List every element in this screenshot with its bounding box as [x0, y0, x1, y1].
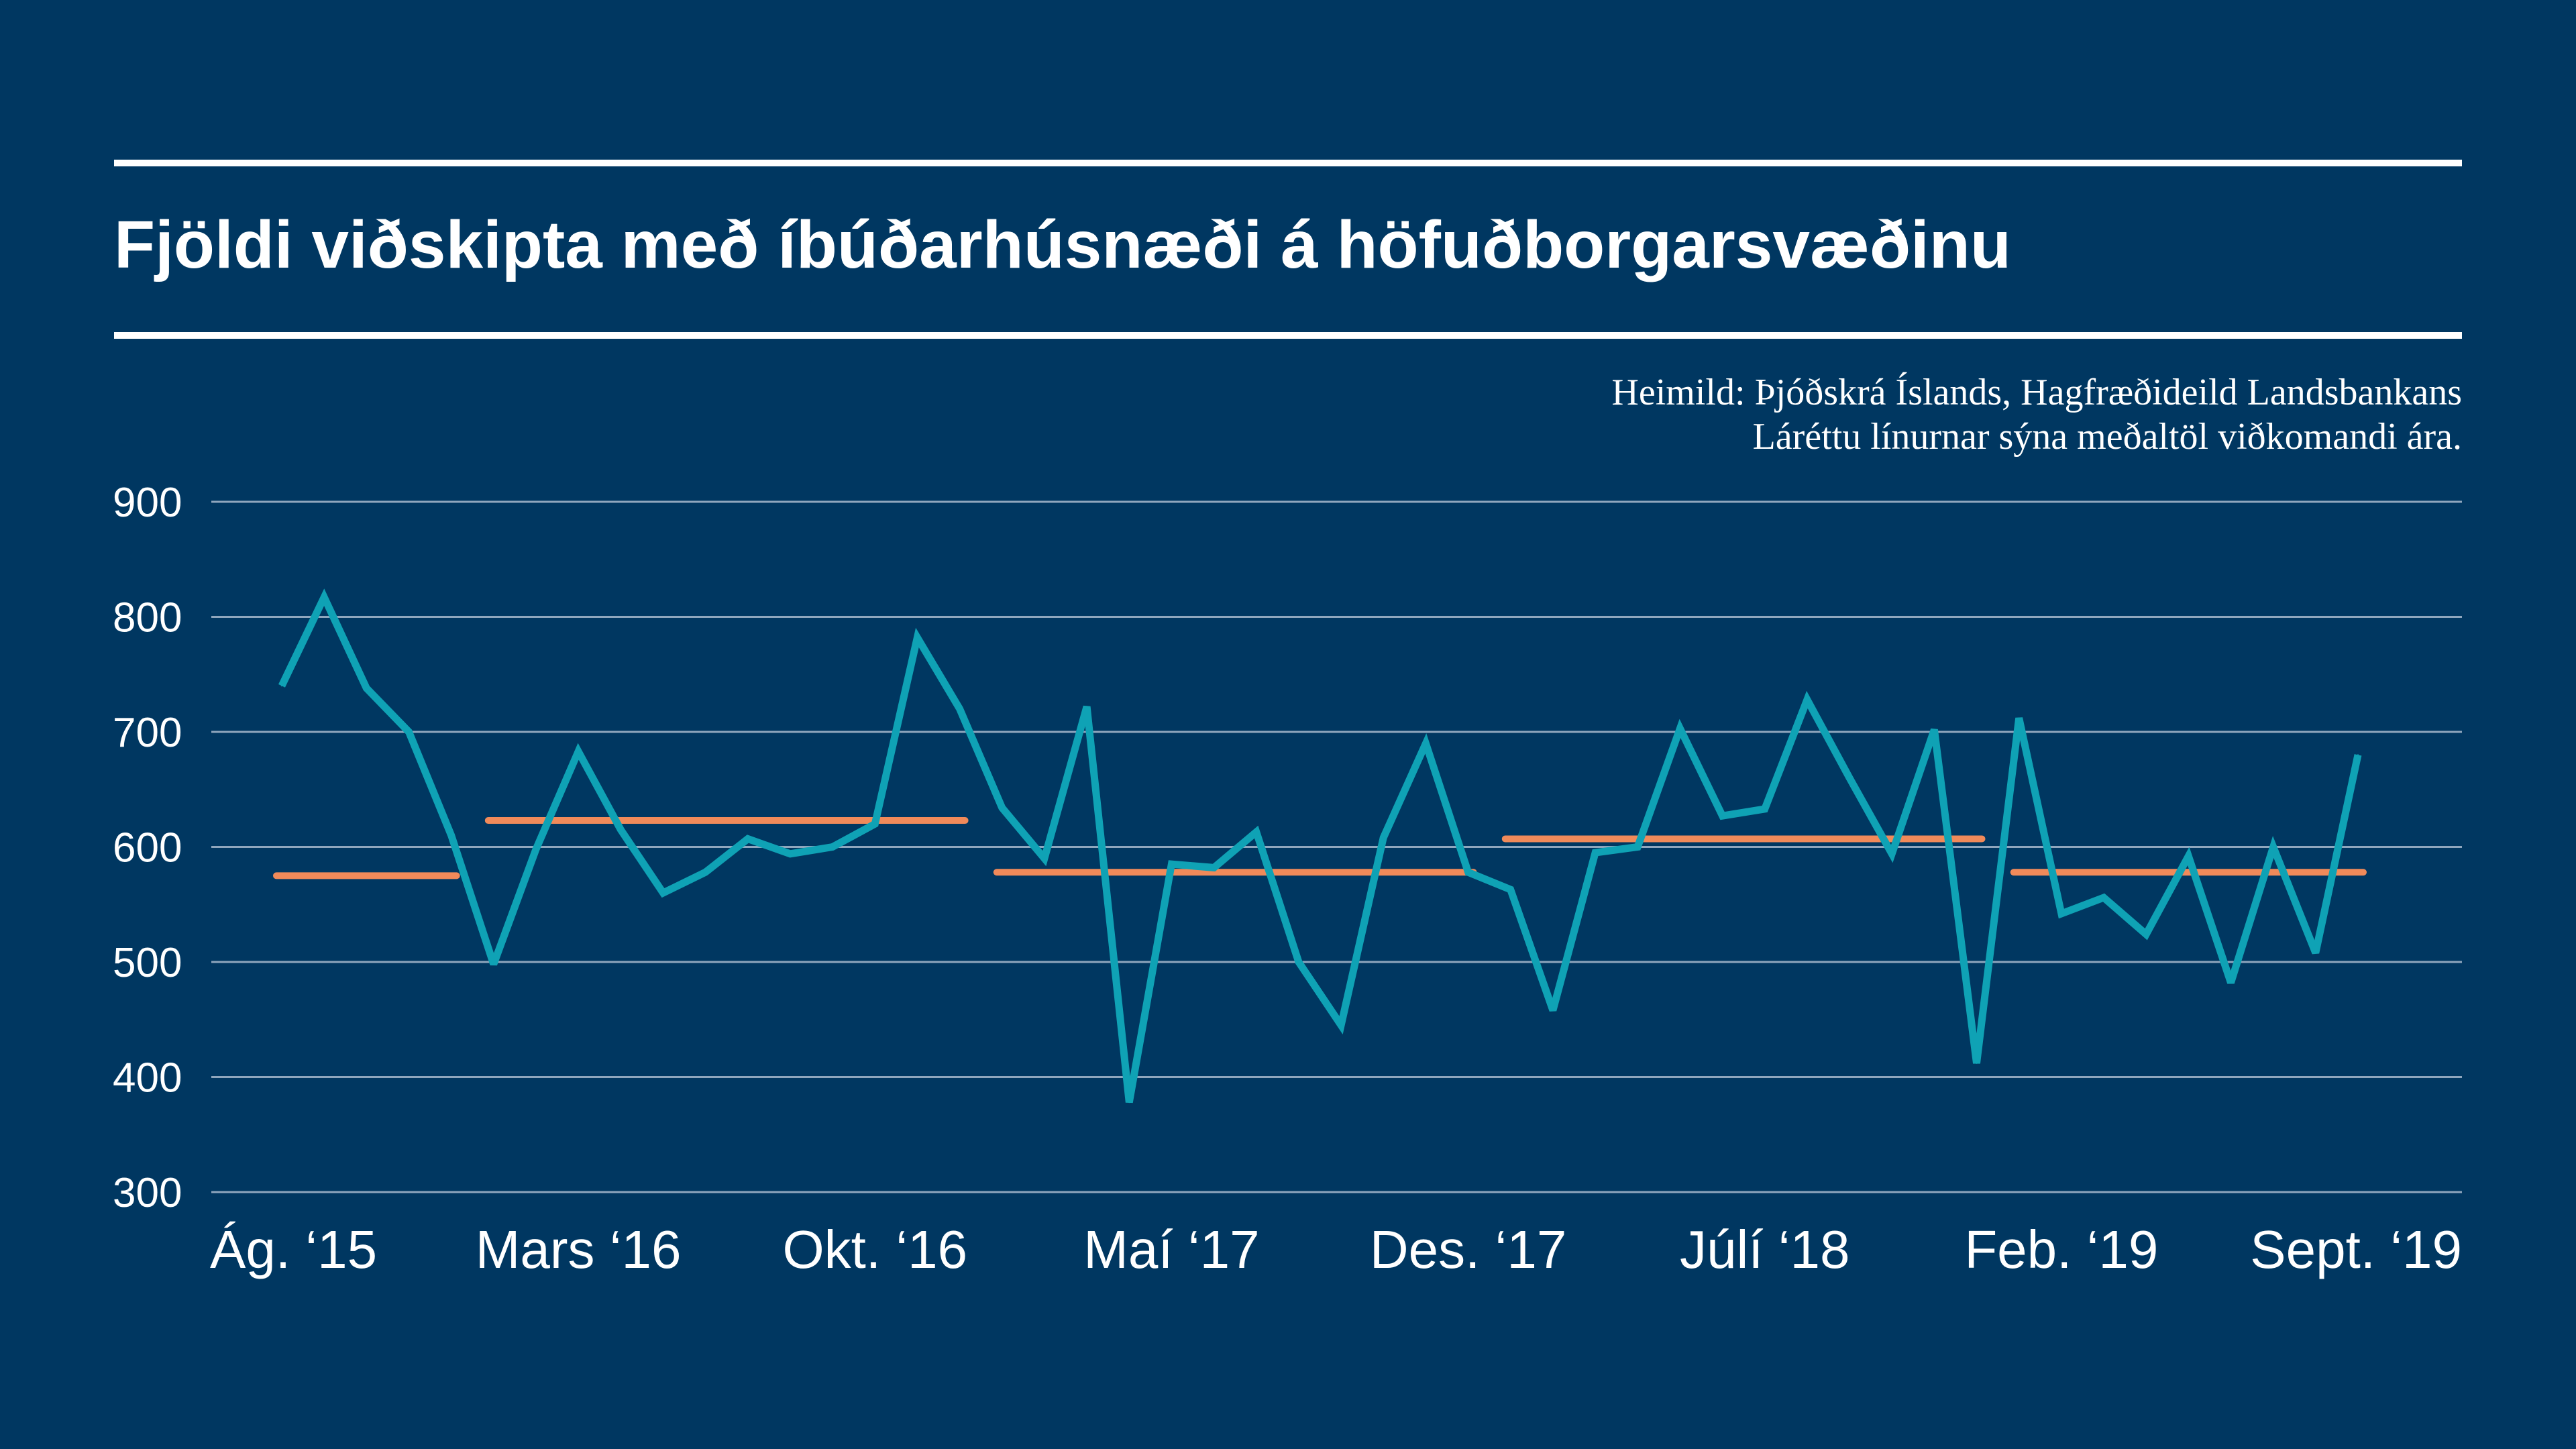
data-point [1171, 863, 1173, 865]
data-point [1637, 846, 1639, 848]
data-point [662, 892, 664, 894]
data-point [2018, 717, 2020, 719]
series [278, 588, 2362, 1104]
data-point [281, 685, 282, 687]
y-tick-label: 700 [113, 710, 182, 756]
data-point [323, 596, 325, 598]
x-tick-label: Maí ‘17 [1083, 1220, 1259, 1279]
x-tick-label: Okt. ‘16 [782, 1220, 967, 1279]
gridlines [211, 500, 2462, 1193]
data-point [1467, 871, 1469, 873]
x-tick-label: Mars ‘16 [476, 1220, 682, 1279]
data-point [1213, 867, 1215, 869]
data-point [1891, 853, 1893, 855]
data-point [2357, 754, 2359, 756]
data-point [2272, 846, 2274, 848]
data-point [450, 835, 452, 837]
data-point [874, 823, 876, 825]
data-point [1595, 852, 1597, 854]
data-point [916, 637, 918, 639]
data-point [1001, 807, 1003, 809]
source-note: Heimild: Þjóðskrá Íslands, Hagfræðideild… [1611, 370, 2462, 459]
data-point [2103, 896, 2105, 898]
data-point [1806, 698, 1808, 700]
y-axis-labels: 900 800 700 600 500 400 300 [113, 480, 182, 1216]
data-point [704, 871, 706, 873]
data-point [2188, 855, 2190, 857]
data-point [959, 708, 961, 710]
data-point [1933, 729, 1935, 731]
data-point [1552, 1010, 1554, 1012]
x-axis-labels: Ág. ‘15 Mars ‘16 Okt. ‘16 Maí ‘17 Des. ‘17 Jú… [210, 1220, 2462, 1279]
data-point [789, 853, 791, 855]
data-point [1383, 837, 1385, 839]
source-line: Heimild: Þjóðskrá Íslands, Hagfræðideild… [1611, 372, 2462, 413]
y-tick-label: 300 [113, 1170, 182, 1216]
data-point [2060, 912, 2062, 914]
title-top-rule [114, 160, 2462, 166]
data-point [1128, 1102, 1130, 1104]
data-point [1976, 1062, 1978, 1064]
data-point [1764, 808, 1766, 810]
data-point [1721, 815, 1723, 817]
data-point [2314, 952, 2316, 954]
data-point [1043, 857, 1045, 859]
x-tick-label: Des. ‘17 [1370, 1220, 1566, 1279]
y-tick-label: 500 [113, 940, 182, 986]
data-point [408, 731, 410, 733]
x-tick-label: Ág. ‘15 [210, 1220, 377, 1279]
x-tick-label: Júlí ‘18 [1680, 1220, 1849, 1279]
x-tick-label: Sept. ‘19 [2250, 1220, 2462, 1279]
y-tick-label: 600 [113, 825, 182, 871]
data-point [832, 846, 834, 848]
y-tick-label: 400 [113, 1055, 182, 1102]
y-tick-label: 900 [113, 480, 182, 526]
data-point [1297, 961, 1299, 963]
data-point [1679, 727, 1681, 729]
x-tick-label: Feb. ‘19 [1964, 1220, 2158, 1279]
y-tick-label: 800 [113, 595, 182, 641]
title-bottom-rule [114, 332, 2462, 339]
data-point [1509, 888, 1511, 890]
yearly-averages [273, 817, 2367, 879]
data-point [2145, 933, 2147, 935]
data-point [1340, 1024, 1342, 1026]
data-point [1849, 777, 1851, 779]
data-point [1086, 706, 1088, 708]
data-point [492, 963, 494, 965]
data-point [620, 828, 622, 830]
data-point [2230, 981, 2232, 983]
data-point [366, 687, 368, 689]
average-note-line: Láréttu línurnar sýna meðaltöl viðkomand… [1752, 416, 2462, 458]
series-line [278, 588, 2362, 1104]
data-point [747, 838, 749, 840]
data-point [535, 848, 537, 850]
data-point [1255, 831, 1257, 833]
chart-title: Fjöldi viðskipta með íbúðarhúsnæði á höf… [114, 207, 2011, 282]
data-point [1425, 743, 1427, 745]
data-point [578, 751, 580, 753]
